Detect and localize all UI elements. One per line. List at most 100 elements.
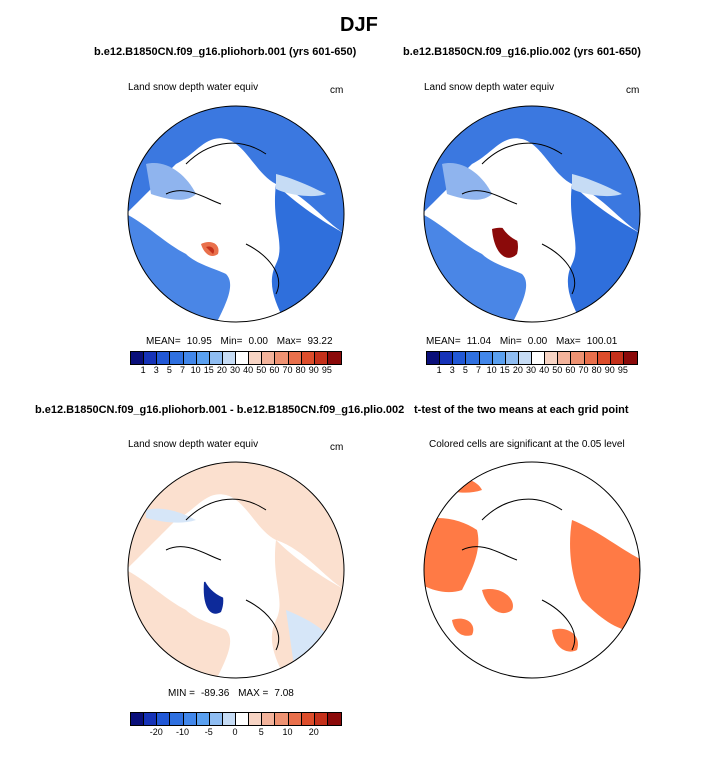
colorbar-swatch <box>545 352 559 364</box>
colorbar-swatch <box>288 713 302 725</box>
colorbar-tick-label: 20 <box>308 727 319 737</box>
colorbar-swatch <box>222 352 236 364</box>
panel3-stats: MIN = -89.36 MAX = 7.08 <box>168 688 294 699</box>
panel4-map <box>423 461 641 679</box>
colorbar-swatch <box>196 352 210 364</box>
panel1-colorbar-ticks: 1 3 5 7 10 15 20 30 40 50 60 70 80 90 95 <box>130 365 340 377</box>
colorbar-swatch <box>144 352 158 364</box>
panel1-title: b.e12.B1850CN.f09_g16.pliohorb.001 (yrs … <box>94 46 357 58</box>
figure-title: DJF <box>340 14 378 36</box>
colorbar-tick-label: -5 <box>204 727 213 737</box>
colorbar-tick-label: 30 <box>229 365 241 375</box>
colorbar-tick-label: 3 <box>449 365 455 375</box>
panel2-map <box>423 105 641 323</box>
colorbar-tick-label: 1 <box>140 365 146 375</box>
colorbar-swatch <box>427 352 441 364</box>
colorbar-swatch <box>301 352 315 364</box>
colorbar-tick-label: 50 <box>256 365 267 375</box>
colorbar-swatch <box>623 352 637 364</box>
panel2-colorbar <box>426 351 638 365</box>
panel3-colorbar <box>130 712 342 726</box>
colorbar-swatch <box>183 352 197 364</box>
colorbar-swatch <box>505 352 519 364</box>
colorbar-swatch <box>440 352 454 364</box>
colorbar-swatch <box>170 352 184 364</box>
colorbar-swatch <box>479 352 493 364</box>
colorbar-tick-label: 7 <box>179 365 186 375</box>
panel1-stats: MEAN= 10.95 Min= 0.00 Max= 93.22 <box>146 336 333 347</box>
colorbar-tick-label: 30 <box>525 365 537 375</box>
panel3-colorbar-ticks: -20 -10 -5 0 5 10 20 <box>130 727 340 739</box>
colorbar-swatch <box>183 713 197 725</box>
colorbar-tick-label: 95 <box>617 365 628 375</box>
colorbar-tick-label: 80 <box>591 365 602 375</box>
colorbar-tick-label: 70 <box>578 365 589 375</box>
panel3-units: cm <box>330 442 344 453</box>
colorbar-swatch <box>288 352 302 364</box>
panel1-colorbar <box>130 351 342 365</box>
panel3-subtitle: Land snow depth water equiv <box>128 439 259 450</box>
colorbar-swatch <box>262 352 276 364</box>
panel4-title: t-test of the two means at each grid poi… <box>414 404 629 416</box>
colorbar-swatch <box>327 352 341 364</box>
colorbar-swatch <box>584 352 598 364</box>
colorbar-swatch <box>532 352 546 364</box>
colorbar-tick-label: 80 <box>295 365 306 375</box>
colorbar-tick-label: 5 <box>462 365 468 375</box>
colorbar-tick-label: 7 <box>475 365 482 375</box>
panel3-title: b.e12.B1850CN.f09_g16.pliohorb.001 - b.e… <box>35 404 405 416</box>
colorbar-swatch <box>275 713 289 725</box>
colorbar-tick-label: 5 <box>166 365 172 375</box>
panel2-colorbar-ticks: 1 3 5 7 10 15 20 30 40 50 60 70 80 90 95 <box>426 365 636 377</box>
colorbar-swatch <box>236 713 250 725</box>
colorbar-swatch <box>597 352 611 364</box>
colorbar-swatch <box>209 352 223 364</box>
colorbar-swatch <box>131 713 145 725</box>
colorbar-tick-label: 20 <box>512 365 523 375</box>
colorbar-swatch <box>196 713 210 725</box>
colorbar-tick-label: 10 <box>486 365 497 375</box>
colorbar-tick-label: 40 <box>243 365 254 375</box>
panel2-units: cm <box>626 85 640 96</box>
colorbar-tick-label: 40 <box>539 365 550 375</box>
colorbar-tick-label: 10 <box>282 727 293 737</box>
colorbar-swatch <box>170 713 184 725</box>
colorbar-tick-label: 0 <box>232 727 238 737</box>
panel3-map <box>127 461 345 679</box>
colorbar-swatch <box>209 713 223 725</box>
panel2-stats: MEAN= 11.04 Min= 0.00 Max= 100.01 <box>426 336 618 347</box>
colorbar-tick-label: 90 <box>308 365 319 375</box>
colorbar-swatch <box>558 352 572 364</box>
colorbar-swatch <box>222 713 236 725</box>
colorbar-swatch <box>314 713 328 725</box>
colorbar-swatch <box>301 713 315 725</box>
colorbar-swatch <box>327 713 341 725</box>
colorbar-swatch <box>236 352 250 364</box>
colorbar-tick-label: 15 <box>203 365 214 375</box>
colorbar-tick-label: 50 <box>552 365 563 375</box>
colorbar-tick-label: 5 <box>258 727 264 737</box>
colorbar-swatch <box>131 352 145 364</box>
panel4-subtitle: Colored cells are significant at the 0.0… <box>429 439 625 450</box>
colorbar-tick-label: 60 <box>269 365 280 375</box>
colorbar-swatch <box>249 352 263 364</box>
panel1-subtitle: Land snow depth water equiv <box>128 82 259 93</box>
panel2-subtitle: Land snow depth water equiv <box>424 82 555 93</box>
panel2-title: b.e12.B1850CN.f09_g16.plio.002 (yrs 601-… <box>403 46 641 58</box>
colorbar-swatch <box>157 352 171 364</box>
colorbar-swatch <box>518 352 532 364</box>
colorbar-swatch <box>492 352 506 364</box>
colorbar-tick-label: 3 <box>153 365 159 375</box>
colorbar-swatch <box>610 352 624 364</box>
colorbar-tick-label: 90 <box>604 365 615 375</box>
colorbar-swatch <box>275 352 289 364</box>
colorbar-tick-label: 15 <box>499 365 510 375</box>
colorbar-swatch <box>144 713 158 725</box>
colorbar-swatch <box>453 352 467 364</box>
colorbar-tick-label: 1 <box>436 365 442 375</box>
colorbar-swatch <box>157 713 171 725</box>
colorbar-swatch <box>571 352 585 364</box>
colorbar-tick-label: 70 <box>282 365 293 375</box>
colorbar-tick-label: -20 <box>149 727 163 737</box>
colorbar-swatch <box>314 352 328 364</box>
